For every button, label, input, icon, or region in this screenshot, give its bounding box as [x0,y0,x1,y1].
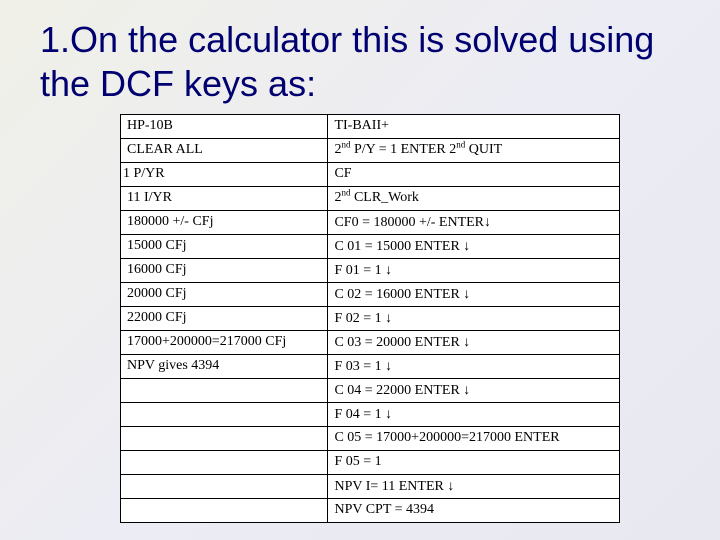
table-body: HP-10BTI-BAII+CLEAR ALL2nd P/Y = 1 ENTER… [121,114,620,522]
cell-tibaii: C 02 = 16000 ENTER ↓ [328,282,620,306]
cell-tibaii: NPV CPT = 4394 [328,498,620,522]
slide-title: 1.On the calculator this is solved using… [40,18,690,106]
table-row: 22000 CFjF 02 = 1 ↓ [121,306,620,330]
table-row: 20000 CFjC 02 = 16000 ENTER ↓ [121,282,620,306]
cell-tibaii: C 01 = 15000 ENTER ↓ [328,234,620,258]
cell-hp10b: 15000 CFj [121,234,328,258]
table-row: 180000 +/- CFjCF0 = 180000 +/- ENTER↓ [121,210,620,234]
table-row: HP-10BTI-BAII+ [121,114,620,138]
cell-tibaii: C 04 = 22000 ENTER ↓ [328,378,620,402]
cell-hp10b [121,498,328,522]
cell-tibaii: F 02 = 1 ↓ [328,306,620,330]
table-row: F 05 = 1 [121,450,620,474]
cell-tibaii: F 04 = 1 ↓ [328,402,620,426]
cell-hp10b: 22000 CFj [121,306,328,330]
table-row: 1 P/YRCF [121,162,620,186]
cell-hp10b: 16000 CFj [121,258,328,282]
cell-tibaii: C 05 = 17000+200000=217000 ENTER [328,426,620,450]
cell-hp10b: CLEAR ALL [121,138,328,162]
cell-hp10b [121,378,328,402]
cell-tibaii: C 03 = 20000 ENTER ↓ [328,330,620,354]
cell-hp10b: NPV gives 4394 [121,354,328,378]
table-row: F 04 = 1 ↓ [121,402,620,426]
cell-tibaii: F 05 = 1 [328,450,620,474]
table-row: 17000+200000=217000 CFjC 03 = 20000 ENTE… [121,330,620,354]
table-row: NPV gives 4394F 03 = 1 ↓ [121,354,620,378]
cell-tibaii: CF [328,162,620,186]
table-row: 15000 CFjC 01 = 15000 ENTER ↓ [121,234,620,258]
cell-tibaii: F 03 = 1 ↓ [328,354,620,378]
cell-hp10b: 180000 +/- CFj [121,210,328,234]
cell-tibaii: NPV I= 11 ENTER ↓ [328,474,620,498]
cell-hp10b [121,402,328,426]
cell-hp10b [121,474,328,498]
cell-tibaii: CF0 = 180000 +/- ENTER↓ [328,210,620,234]
cell-hp10b [121,426,328,450]
cell-hp10b: 20000 CFj [121,282,328,306]
cell-tibaii: 2nd CLR_Work [328,186,620,210]
table-row: C 05 = 17000+200000=217000 ENTER [121,426,620,450]
table-row: NPV I= 11 ENTER ↓ [121,474,620,498]
table-row: C 04 = 22000 ENTER ↓ [121,378,620,402]
cell-hp10b: 17000+200000=217000 CFj [121,330,328,354]
calculator-table: HP-10BTI-BAII+CLEAR ALL2nd P/Y = 1 ENTER… [120,114,620,523]
cell-tibaii: 2nd P/Y = 1 ENTER 2nd QUIT [328,138,620,162]
cell-tibaii: F 01 = 1 ↓ [328,258,620,282]
slide: 1.On the calculator this is solved using… [0,0,720,540]
cell-hp10b [121,450,328,474]
table-row: NPV CPT = 4394 [121,498,620,522]
cell-hp10b: HP-10B [121,114,328,138]
table-row: 11 I/YR2nd CLR_Work [121,186,620,210]
cell-hp10b: 11 I/YR [121,186,328,210]
cell-hp10b: 1 P/YR [121,162,328,186]
cell-tibaii: TI-BAII+ [328,114,620,138]
table-row: 16000 CFjF 01 = 1 ↓ [121,258,620,282]
table-row: CLEAR ALL2nd P/Y = 1 ENTER 2nd QUIT [121,138,620,162]
